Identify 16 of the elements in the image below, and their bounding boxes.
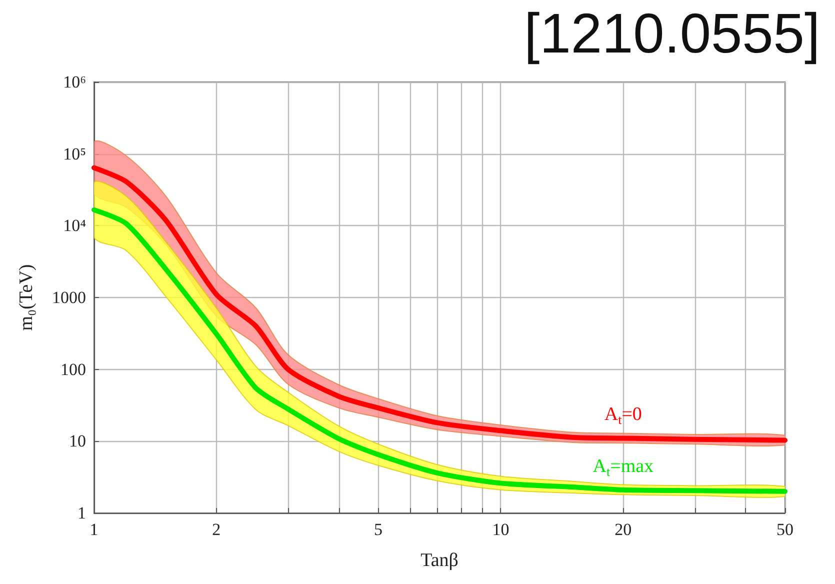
y-tick-label: 10⁶ bbox=[63, 72, 86, 92]
x-tick-label: 1 bbox=[90, 520, 98, 539]
x-tick-label: 10 bbox=[492, 520, 510, 539]
y-tick-label: 10⁵ bbox=[63, 144, 86, 164]
y-tick-label: 100 bbox=[60, 360, 86, 379]
x-tick-label: 2 bbox=[212, 520, 221, 539]
x-tick-label: 20 bbox=[614, 520, 632, 539]
x-axis-title: Tanβ bbox=[420, 550, 458, 571]
y-tick-label: 10⁴ bbox=[63, 216, 86, 236]
y-tick-label: 1000 bbox=[52, 288, 86, 307]
chart-title: [1210.0555] bbox=[524, 2, 820, 64]
x-tick-label: 5 bbox=[374, 520, 383, 539]
x-tick-label: 50 bbox=[776, 520, 794, 539]
y-axis-title: m₀(TeV) bbox=[16, 264, 37, 331]
y-tick-label: 10 bbox=[69, 432, 86, 451]
y-tick-label: 1 bbox=[78, 504, 86, 522]
